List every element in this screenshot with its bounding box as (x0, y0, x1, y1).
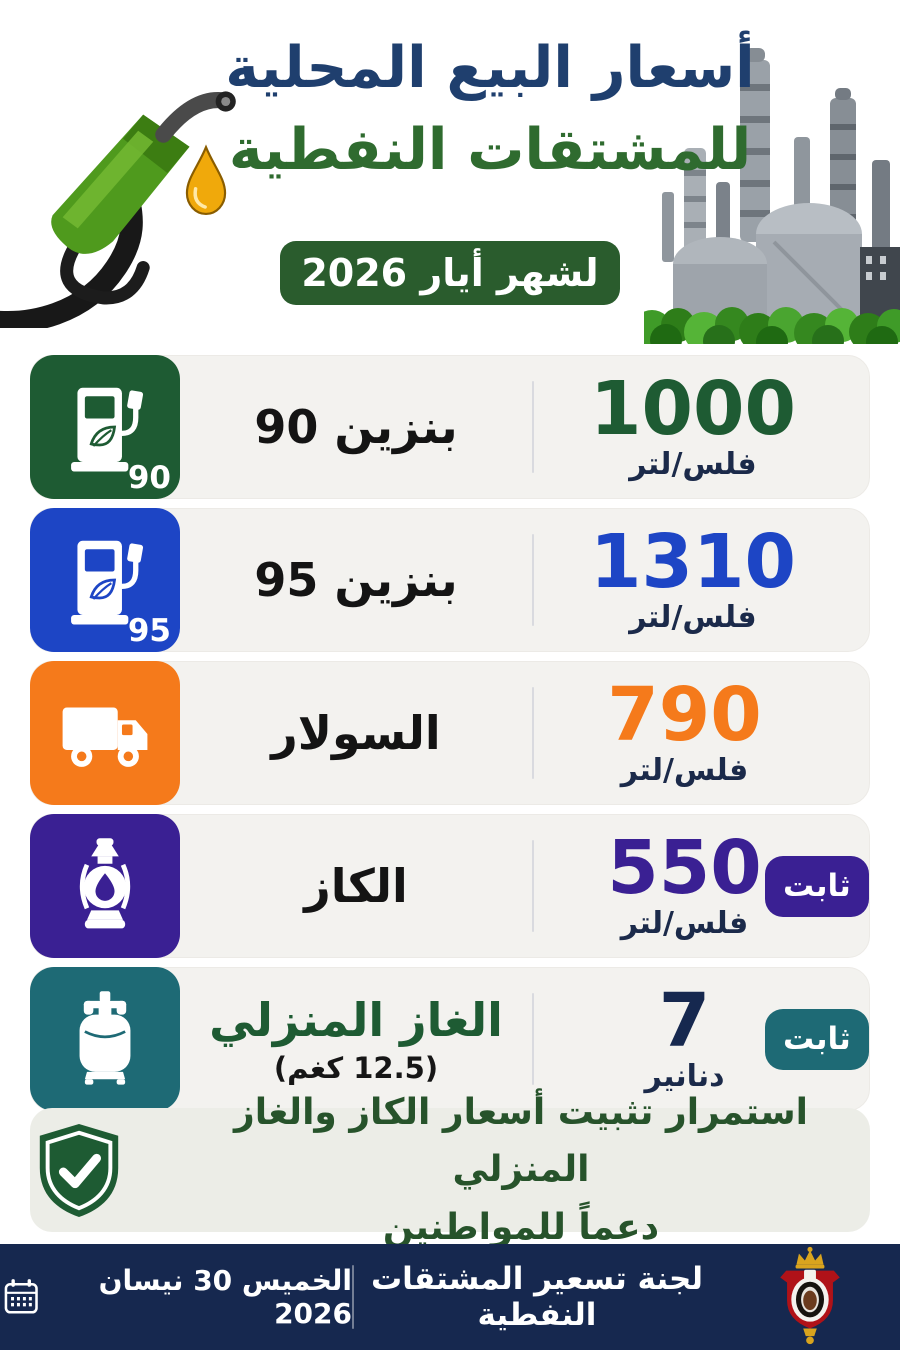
price-unit: دنانير (644, 1059, 725, 1095)
month-badge: لشهر أيار 2026 (280, 241, 620, 305)
footer: الخميس 30 نيسان 2026 لجنة تسعير المشتقات… (0, 1244, 900, 1350)
oil-drop-icon (185, 144, 227, 216)
price-block: 790 فلس/لتر (534, 671, 779, 789)
price-block: 1310 فلس/لتر (534, 518, 796, 636)
title-line-2: للمشتقات النفطية (228, 116, 752, 183)
price-row-diesel: السولار 790 فلس/لتر (30, 661, 870, 805)
fuel-pump-95-icon: 95 (30, 508, 180, 652)
price-unit: فلس/لتر (629, 447, 757, 483)
footer-committee: لجنة تسعير المشتقات النفطية (371, 1261, 703, 1333)
price-value: 550 (607, 824, 762, 911)
octane-number: 90 (127, 460, 171, 496)
price-unit: فلس/لتر (620, 753, 749, 789)
price-block: 1000 فلس/لتر (534, 365, 796, 483)
footer-date-block: الخميس 30 نيسان 2026 (0, 1264, 352, 1330)
price-row-benzin-90: 90 بنزين 90 1000 فلس/لتر (30, 355, 870, 499)
price-value: 7 (658, 977, 711, 1064)
page-title: أسعار البيع المحلية للمشتقات النفطية (222, 26, 758, 188)
lantern-icon (30, 814, 180, 958)
product-label: السولار (271, 706, 441, 760)
note-card: استمرار تثبيت أسعار الكاز والغاز المنزلي… (30, 1092, 870, 1248)
fixed-price-badge: ثابت (765, 1008, 869, 1070)
footer-date: الخميس 30 نيسان 2026 (98, 1264, 352, 1330)
product-label-block: الغاز المنزلي (12.5 كغم) (180, 993, 532, 1085)
calendar-icon (4, 1279, 38, 1314)
header: أسعار البيع المحلية للمشتقات النفطية لشه… (0, 0, 900, 352)
badge-area: ثابت (765, 1008, 869, 1070)
note-line-1: استمرار تثبيت أسعار الكاز والغاز المنزلي (233, 1091, 808, 1191)
vertical-divider (532, 687, 534, 779)
price-unit: فلس/لتر (629, 600, 757, 636)
price-table: 90 بنزين 90 1000 فلس/لتر 95 بنزين 95 (30, 355, 870, 1120)
vertical-divider (532, 381, 534, 473)
price-row-kerosene: الكاز 550 فلس/لتر ثابت (30, 814, 870, 958)
product-label: بنزين 95 (254, 553, 458, 607)
vertical-divider (532, 840, 534, 932)
note-line-2: دعماً للمواطنين (382, 1206, 660, 1248)
gas-cylinder-icon (30, 967, 180, 1111)
truck-icon (30, 661, 180, 805)
price-value: 1310 (590, 518, 796, 605)
product-label: بنزين 90 (254, 400, 458, 454)
fuel-pump-90-icon: 90 (30, 355, 180, 499)
price-row-household-gas: الغاز المنزلي (12.5 كغم) 7 دنانير ثابت (30, 967, 870, 1111)
note-text: استمرار تثبيت أسعار الكاز والغاز المنزلي… (172, 1084, 870, 1257)
price-unit: فلس/لتر (620, 906, 749, 942)
price-row-benzin-95: 95 بنزين 95 1310 فلس/لتر (30, 508, 870, 652)
product-label: الكاز (304, 859, 408, 913)
fixed-price-badge: ثابت (765, 855, 869, 917)
jordan-coat-of-arms-icon (780, 1246, 840, 1345)
shield-check-icon (39, 1123, 119, 1218)
price-block: 550 فلس/لتر (534, 824, 779, 942)
title-line-1: أسعار البيع المحلية (225, 35, 755, 101)
price-block: 7 دنانير (534, 977, 779, 1095)
footer-divider (352, 1265, 354, 1329)
vertical-divider (532, 534, 534, 626)
refinery-illustration (644, 48, 900, 344)
footer-emblem-block (720, 1246, 900, 1348)
product-label: الغاز المنزلي (209, 993, 503, 1047)
badge-area: ثابت (765, 855, 869, 917)
price-value: 1000 (590, 365, 796, 452)
product-sublabel: (12.5 كغم) (273, 1051, 439, 1085)
octane-number: 95 (127, 613, 171, 649)
price-value: 790 (607, 671, 762, 758)
vertical-divider (532, 993, 534, 1085)
fuel-nozzle-illustration (0, 91, 236, 328)
